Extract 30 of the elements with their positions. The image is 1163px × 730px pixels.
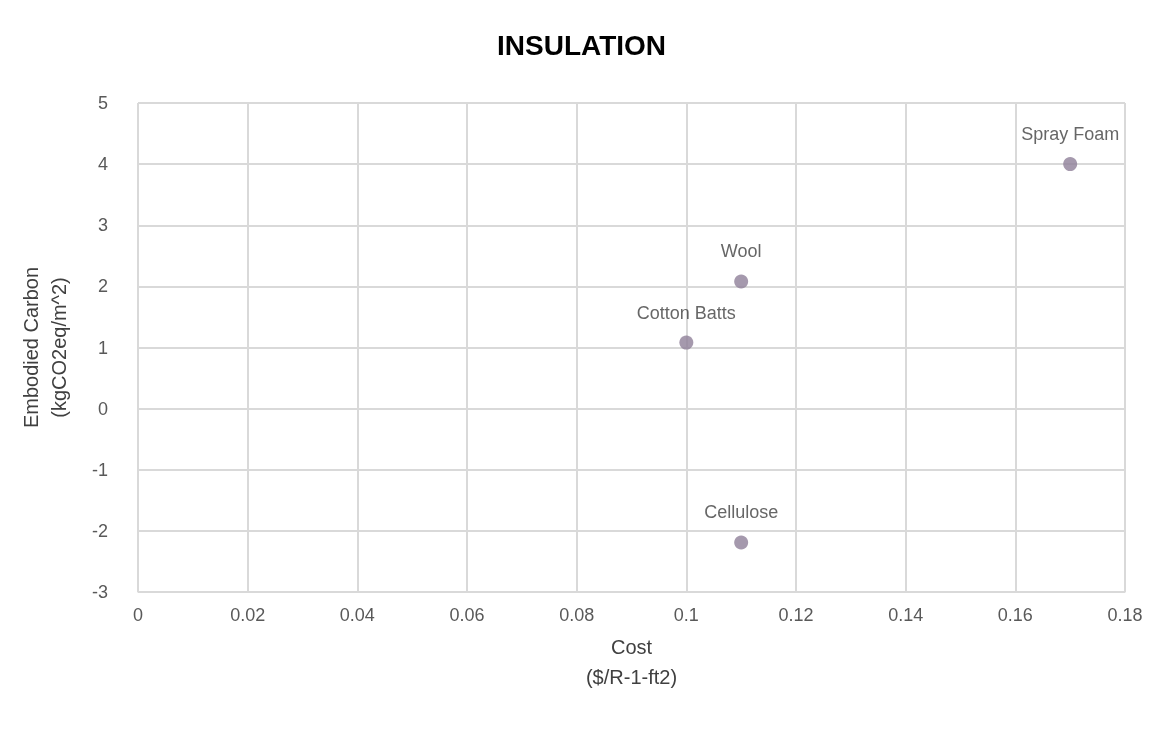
y-tick-label: -2 bbox=[91, 520, 108, 541]
point bbox=[734, 535, 749, 550]
data-label: Spray Foam bbox=[1021, 124, 1120, 145]
x-tick-label: 0.02 bbox=[230, 605, 266, 625]
x-tick-label: 0.06 bbox=[449, 605, 485, 625]
x-tick-label: 0.12 bbox=[778, 605, 814, 625]
x-tick-label: 0.16 bbox=[997, 605, 1033, 625]
y-tick-label: 0 bbox=[97, 398, 108, 419]
x-tick-label: 0 bbox=[132, 605, 144, 625]
x-tick-label: 0.18 bbox=[1107, 605, 1143, 625]
point bbox=[679, 335, 694, 350]
point bbox=[734, 274, 749, 289]
point bbox=[1063, 157, 1078, 172]
x-tick-label: 0.14 bbox=[888, 605, 924, 625]
y-tick-label: 1 bbox=[97, 337, 108, 358]
data-label: Cotton Batts bbox=[636, 302, 736, 323]
x-tick-label: 0.1 bbox=[673, 605, 699, 625]
y-tick-label: -3 bbox=[91, 582, 108, 602]
y-tick-label: -1 bbox=[91, 459, 108, 480]
x-axis-title: Cost ($/R-1-ft2) bbox=[585, 636, 678, 688]
y-tick-label: 2 bbox=[97, 276, 108, 297]
y-tick-label: 5 bbox=[97, 93, 108, 113]
y-tick-label: 3 bbox=[97, 215, 108, 236]
data-label: Cellulose bbox=[704, 502, 779, 523]
y-tick-label: 4 bbox=[97, 154, 108, 175]
data-label: Wool bbox=[720, 241, 762, 262]
y-axis-title: Embodied Carbon (kgCO2eq/m^2) bbox=[20, 266, 70, 429]
chart-title: INSULATION bbox=[496, 29, 667, 61]
x-tick-label: 0.08 bbox=[559, 605, 595, 625]
x-tick-label: 0.04 bbox=[339, 605, 375, 625]
